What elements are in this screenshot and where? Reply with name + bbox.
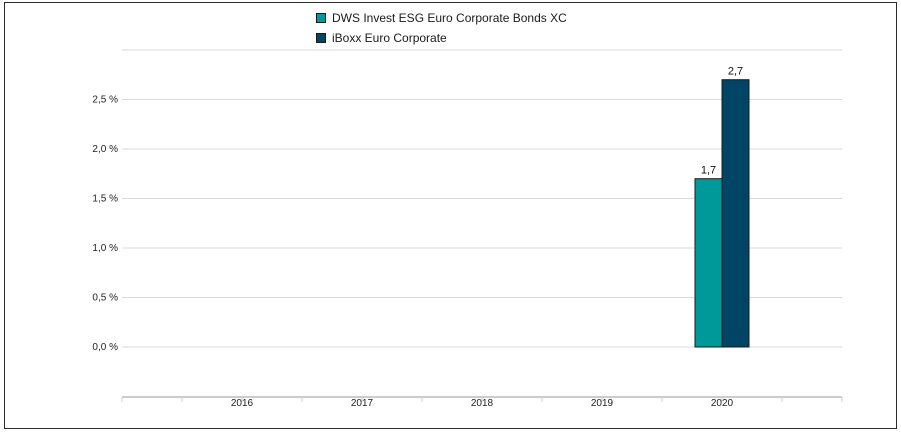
y-tick-label: 2,5 % [92, 95, 118, 106]
data-label: 1,7 [701, 165, 716, 177]
legend-swatch-fund [316, 13, 326, 23]
chart-legend: DWS Invest ESG Euro Corporate Bonds XC i… [316, 8, 567, 48]
y-tick-label: 2,0 % [92, 144, 118, 155]
legend-item-fund: DWS Invest ESG Euro Corporate Bonds XC [316, 8, 567, 28]
y-tick-label: 0,5 % [92, 293, 118, 304]
legend-label-fund: DWS Invest ESG Euro Corporate Bonds XC [332, 11, 567, 25]
x-tick-label: 2020 [711, 398, 734, 409]
x-tick-label: 2018 [471, 398, 494, 409]
y-tick-label: 1,0 % [92, 243, 118, 254]
x-tick-label: 2019 [591, 398, 614, 409]
y-tick-label: 0,0 % [92, 342, 118, 353]
bar-benchmark [721, 79, 750, 348]
data-label: 2,7 [728, 66, 743, 78]
legend-swatch-benchmark [316, 33, 326, 43]
y-tick-label: 1,5 % [92, 194, 118, 205]
legend-item-benchmark: iBoxx Euro Corporate [316, 28, 567, 48]
x-tick-label: 2017 [351, 398, 374, 409]
bar-fund [694, 178, 723, 348]
legend-label-benchmark: iBoxx Euro Corporate [332, 31, 447, 45]
x-tick-label: 2016 [231, 398, 254, 409]
